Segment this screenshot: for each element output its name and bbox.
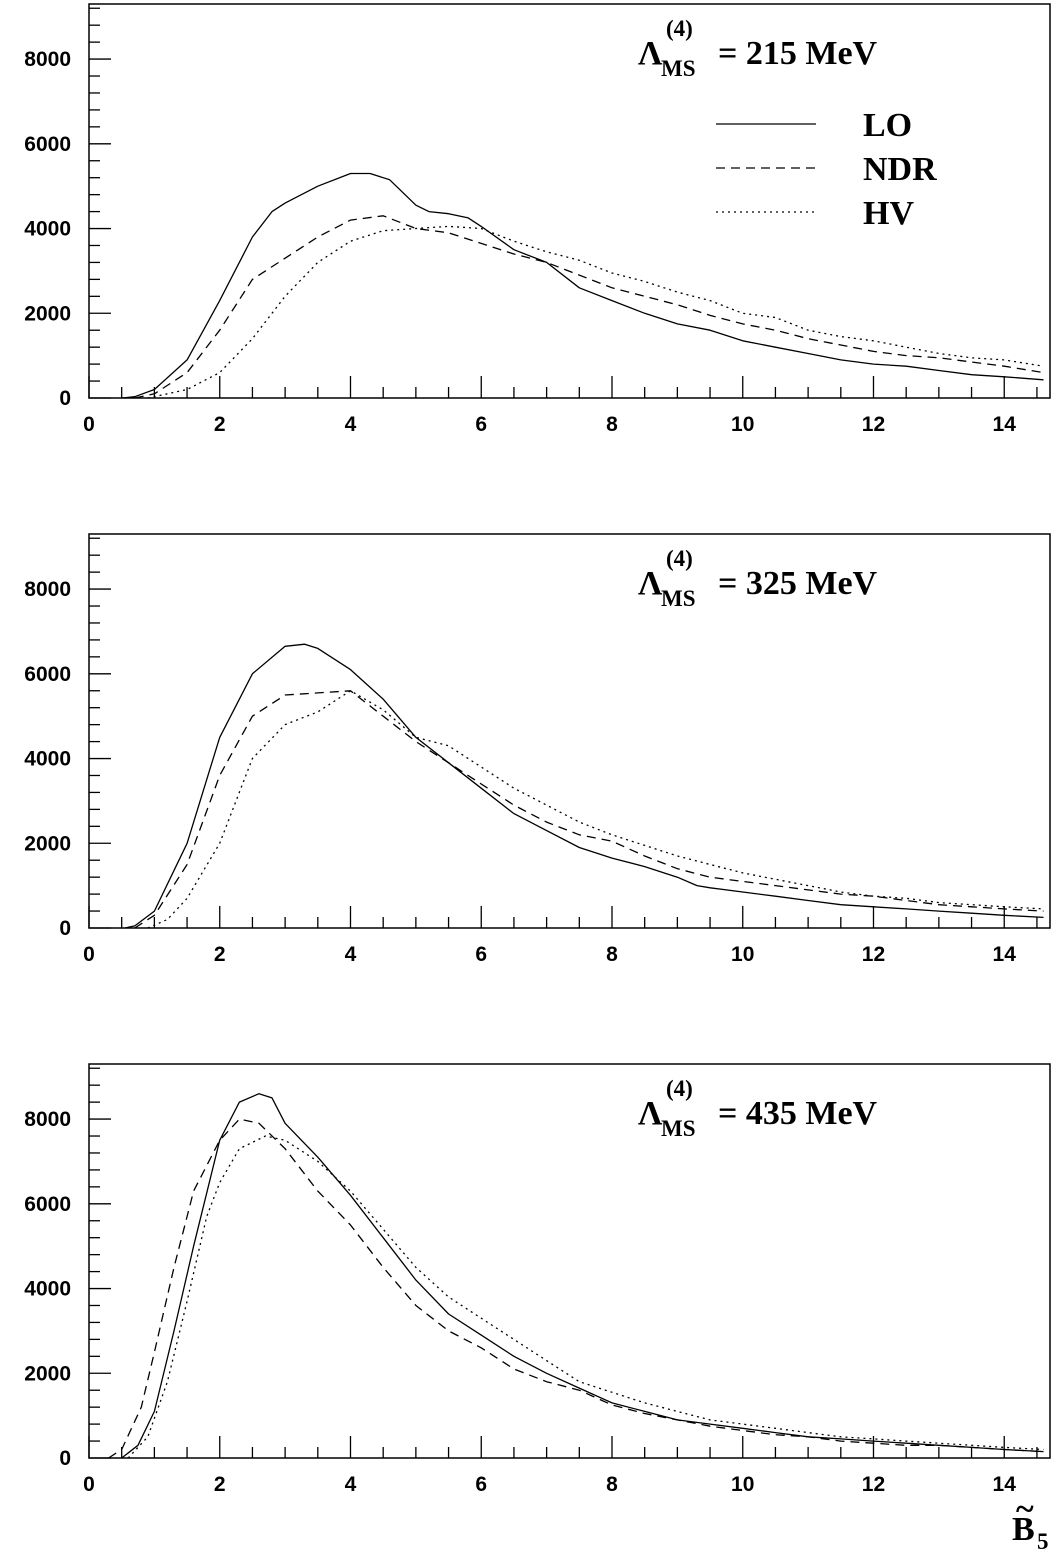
x-tick-label: 10 (731, 943, 754, 966)
x-tick-label: 14 (993, 943, 1017, 966)
series-line-ndr (108, 1118, 1044, 1459)
legend-label-lo: LO (863, 107, 912, 144)
lambda-superscript: (4) (666, 546, 693, 571)
x-tick-label: 12 (862, 943, 885, 966)
y-tick-label: 4000 (24, 748, 71, 771)
plot-frame (88, 533, 1051, 929)
y-tick-label: 8000 (24, 578, 71, 601)
y-tick-label: 2000 (24, 832, 71, 855)
y-tick-label: 0 (59, 1447, 71, 1470)
x-tick-label: 4 (345, 413, 357, 436)
series-line-hv (147, 690, 1044, 929)
plot-frame (88, 1063, 1051, 1459)
x-tick-label: 8 (606, 943, 618, 966)
x-tick-label: 14 (993, 1473, 1017, 1496)
y-tick-label: 4000 (24, 1278, 71, 1301)
x-tick-label: 4 (345, 943, 357, 966)
lambda-symbol: Λ (638, 1095, 663, 1132)
series-line-hv (147, 225, 1044, 399)
plot-frame (88, 3, 1051, 399)
legend-label-hv: HV (863, 195, 914, 232)
y-tick-label: 4000 (24, 218, 71, 241)
x-tick-label: 6 (475, 943, 487, 966)
series-line-lo (121, 172, 1044, 399)
legend-label-ndr: NDR (863, 151, 937, 188)
x-tick-label: 0 (83, 1473, 95, 1496)
lambda-subscript: MS (661, 586, 696, 611)
y-tick-label: 2000 (24, 1362, 71, 1385)
series-line-hv (127, 1135, 1044, 1459)
chart-panel-2: 0 2000 4000 6000 8000 0 2 4 6 8 10 12 14 Λ(4) MS = 325 … (24, 533, 1051, 966)
chart-panel-3: 0 2000 4000 6000 8000 0 2 4 6 8 10 12 14 Λ(4) MS = 435 … (24, 1063, 1051, 1554)
x-tick-label: 12 (862, 1473, 885, 1496)
lambda-superscript: (4) (666, 16, 693, 41)
lambda-subscript: MS (661, 1116, 696, 1141)
x-tick-label: 6 (475, 1473, 487, 1496)
y-tick-label: 8000 (24, 48, 71, 71)
x-tick-label: 12 (862, 413, 885, 436)
x-tick-label: 0 (83, 943, 95, 966)
lambda-superscript: (4) (666, 1076, 693, 1101)
lambda-value: = 325 MeV (718, 565, 878, 602)
y-tick-label: 8000 (24, 1108, 71, 1131)
x-tick-label: 6 (475, 413, 487, 436)
y-tick-label: 6000 (24, 133, 71, 156)
x-axis-label: B (1012, 1511, 1035, 1548)
lambda-symbol: Λ (638, 565, 663, 602)
x-tick-label: 8 (606, 413, 618, 436)
x-tick-label: 2 (214, 943, 226, 966)
y-tick-label: 2000 (24, 302, 71, 325)
lambda-subscript: MS (661, 56, 696, 81)
x-tick-label: 10 (731, 413, 754, 436)
chart-panel-1: 0 2000 4000 6000 8000 0 2 4 6 8 10 12 14 Λ(4) MS = 215 … (24, 3, 1051, 436)
x-tick-label: 2 (214, 413, 226, 436)
x-tick-label: 4 (345, 1473, 357, 1496)
x-axis-label-tilde: ~ (1016, 1491, 1034, 1528)
x-tick-label: 10 (731, 1473, 754, 1496)
series-line-ndr (134, 690, 1044, 929)
x-tick-label: 2 (214, 1473, 226, 1496)
y-tick-label: 0 (59, 387, 71, 410)
lambda-symbol: Λ (638, 35, 663, 72)
x-tick-label: 8 (606, 1473, 618, 1496)
x-tick-label: 14 (993, 413, 1017, 436)
series-line-ndr (134, 215, 1044, 399)
lambda-value: = 435 MeV (718, 1095, 878, 1132)
legend: LO NDR HV (716, 107, 937, 232)
x-tick-label: 0 (83, 413, 95, 436)
series-line-lo (121, 1093, 1044, 1459)
series-line-lo (124, 643, 1044, 929)
x-axis-label-subscript: 5 (1037, 1529, 1049, 1554)
lambda-value: = 215 MeV (718, 35, 878, 72)
y-tick-label: 0 (59, 917, 71, 940)
y-tick-label: 6000 (24, 1193, 71, 1216)
y-tick-label: 6000 (24, 663, 71, 686)
